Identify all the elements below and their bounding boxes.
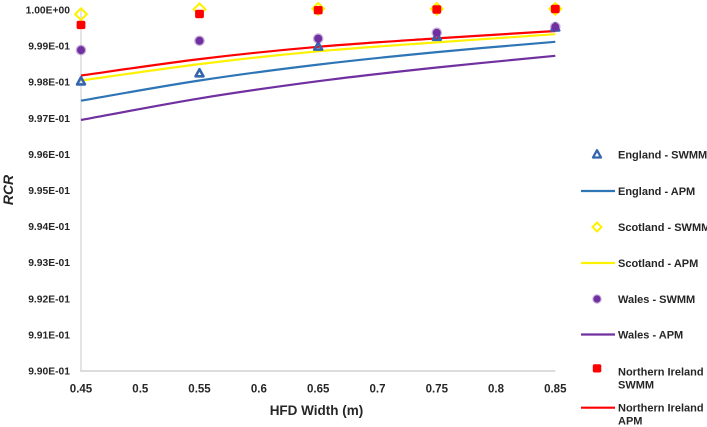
svg-text:0.8: 0.8	[488, 384, 505, 396]
svg-text:9.96E-01: 9.96E-01	[28, 150, 70, 161]
svg-text:9.93E-01: 9.93E-01	[28, 258, 70, 269]
svg-text:Scotland - SWMM: Scotland - SWMM	[618, 222, 707, 234]
svg-text:9.99E-01: 9.99E-01	[28, 42, 70, 53]
svg-text:0.7: 0.7	[370, 384, 386, 396]
svg-text:9.94E-01: 9.94E-01	[28, 222, 70, 233]
svg-text:1.00E+00: 1.00E+00	[26, 6, 71, 17]
svg-text:0.5: 0.5	[132, 384, 149, 396]
svg-text:0.75: 0.75	[426, 384, 449, 396]
svg-text:SWMM: SWMM	[618, 380, 654, 392]
svg-text:0.45: 0.45	[70, 384, 93, 396]
svg-text:Wales - APM: Wales - APM	[618, 330, 683, 342]
svg-text:England - SWMM: England - SWMM	[618, 150, 707, 162]
svg-text:0.85: 0.85	[544, 384, 567, 396]
svg-text:9.90E-01: 9.90E-01	[28, 367, 70, 378]
svg-text:9.98E-01: 9.98E-01	[28, 78, 70, 89]
svg-text:9.92E-01: 9.92E-01	[28, 294, 70, 305]
svg-text:Scotland - APM: Scotland - APM	[618, 258, 698, 270]
svg-text:HFD Width (m): HFD Width (m)	[270, 403, 364, 418]
svg-text:APM: APM	[618, 416, 642, 427]
svg-text:Northern Ireland -: Northern Ireland -	[618, 403, 707, 415]
svg-text:9.91E-01: 9.91E-01	[28, 330, 70, 341]
svg-text:0.55: 0.55	[188, 384, 211, 396]
svg-text:9.95E-01: 9.95E-01	[28, 186, 70, 197]
svg-text:RCR: RCR	[0, 174, 16, 205]
svg-text:England - APM: England - APM	[618, 186, 695, 198]
svg-text:Wales - SWMM: Wales - SWMM	[618, 294, 695, 306]
svg-text:0.6: 0.6	[251, 384, 267, 396]
svg-text:0.65: 0.65	[307, 384, 330, 396]
svg-text:Northern Ireland -: Northern Ireland -	[618, 367, 707, 379]
svg-text:9.97E-01: 9.97E-01	[28, 114, 70, 125]
